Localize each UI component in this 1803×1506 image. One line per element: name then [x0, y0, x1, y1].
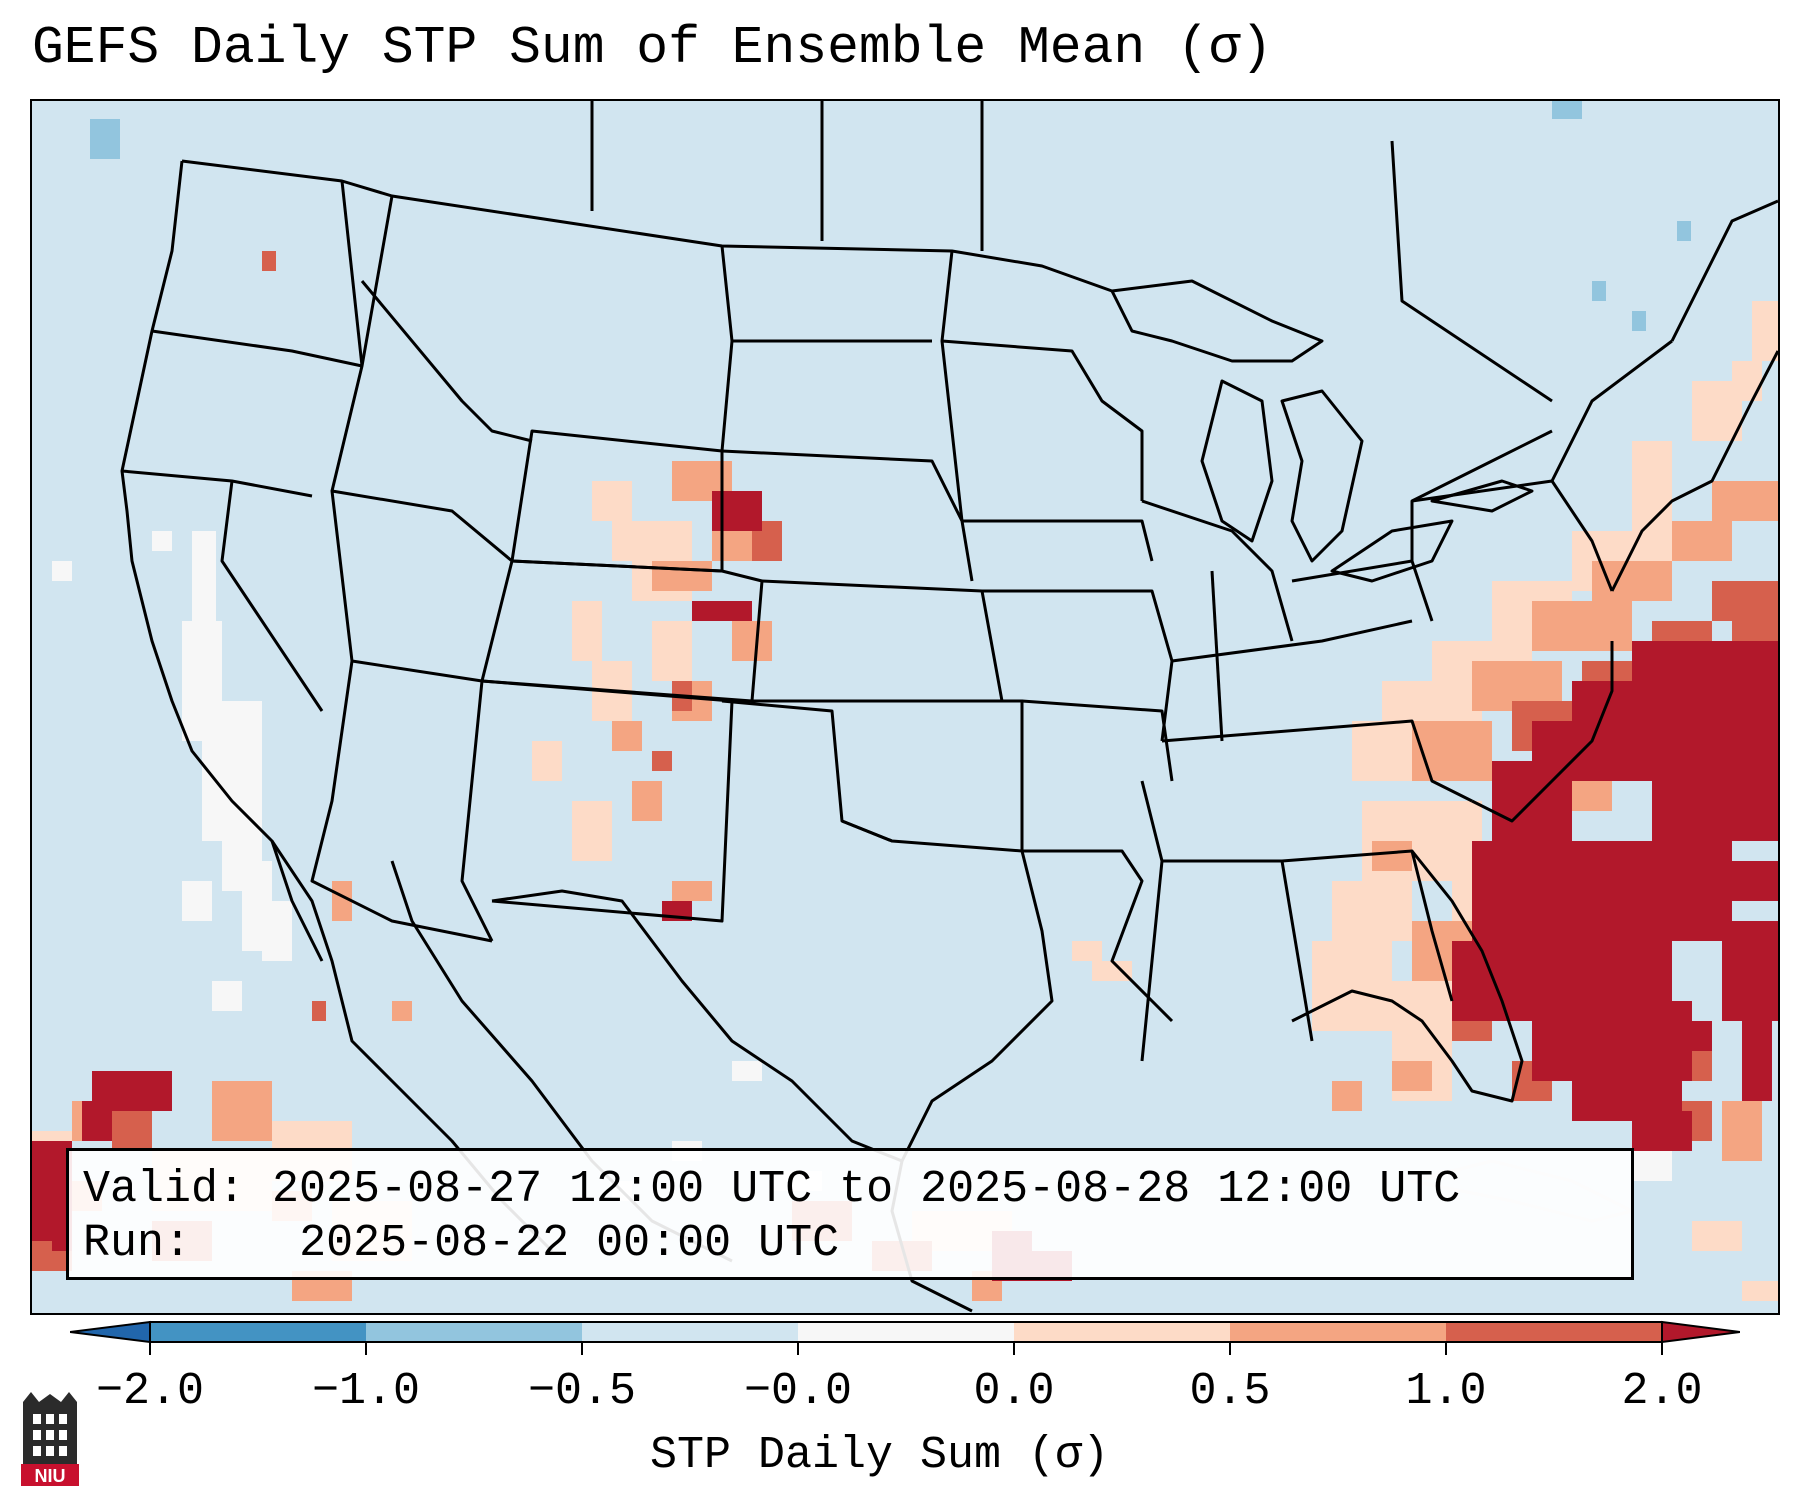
valid-label: Valid: [83, 1164, 246, 1215]
run-label: Run: [83, 1218, 192, 1269]
colorbar-segment-6 [1230, 1322, 1446, 1342]
colorbar-tick-label: −2.0 [95, 1366, 205, 1417]
colorbar-segment-4 [798, 1322, 1014, 1342]
niu-logo-text: NIU [35, 1466, 66, 1486]
colorbar-segment-2 [366, 1322, 582, 1342]
colorbar-tick-label: 2.0 [1621, 1366, 1703, 1417]
colorbar-tick-label: −0.5 [527, 1366, 637, 1417]
niu-logo: NIU [21, 1392, 79, 1486]
extreme-positive-cells [32, 491, 1778, 1281]
colorbar-tick-label: 1.0 [1405, 1366, 1487, 1417]
colorbar-tick-label: −0.0 [743, 1366, 853, 1417]
map-panel [30, 99, 1780, 1315]
valid-value: 2025-08-27 12:00 UTC to 2025-08-28 12:00… [272, 1164, 1461, 1215]
colorbar [70, 1320, 1740, 1355]
niu-logo-banner [21, 1464, 79, 1486]
colorbar-extend-high [1661, 1320, 1740, 1344]
colorbar-extend-low [70, 1320, 151, 1344]
valid-row: Valid: 2025-08-27 12:00 UTC to 2025-08-2… [83, 1163, 1617, 1217]
colorbar-segment-1 [150, 1322, 366, 1342]
colorbar-segment-5 [1014, 1322, 1230, 1342]
map-title: GEFS Daily STP Sum of Ensemble Mean (σ) [32, 18, 1273, 78]
colorbar-tick-label: 0.5 [1189, 1366, 1271, 1417]
colorbar-segment-7 [1446, 1322, 1662, 1342]
colorbar-segment-3 [582, 1322, 798, 1342]
colorbar-label: STP Daily Sum (σ) [650, 1430, 1110, 1481]
validity-info-box: Valid: 2025-08-27 12:00 UTC to 2025-08-2… [66, 1148, 1634, 1280]
negative-cells [90, 101, 1691, 331]
colorbar-tick-label: 0.0 [973, 1366, 1055, 1417]
run-value: 2025-08-22 00:00 UTC [299, 1218, 840, 1269]
run-row: Run: 2025-08-22 00:00 UTC [83, 1217, 1617, 1271]
stp-map [32, 101, 1778, 1313]
colorbar-ticks [149, 1342, 1663, 1355]
colorbar-tick-label: −1.0 [311, 1366, 421, 1417]
neutral-cells [52, 531, 1672, 1201]
